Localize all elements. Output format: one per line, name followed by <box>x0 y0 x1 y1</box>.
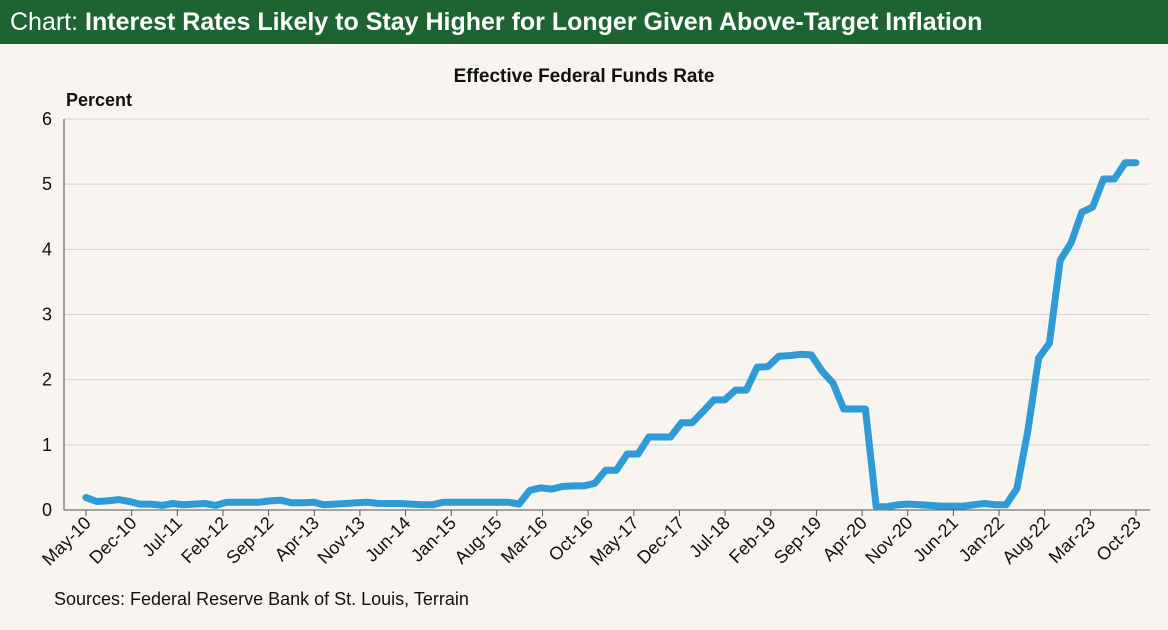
x-tick-label: Aug-15 <box>451 513 506 568</box>
chart-header: Chart: Interest Rates Likely to Stay Hig… <box>0 0 1168 44</box>
x-tick-label: Mar-16 <box>497 513 551 567</box>
x-tick-label: Jun-14 <box>361 513 414 566</box>
x-tick-label: Dec-10 <box>85 513 140 568</box>
sources-note: Sources: Federal Reserve Bank of St. Lou… <box>54 589 469 609</box>
x-tick-label: Dec-17 <box>633 513 688 568</box>
x-tick-label: Jan-22 <box>955 513 1008 566</box>
chart-title: Effective Federal Funds Rate <box>453 66 715 87</box>
x-tick-label: Feb-12 <box>177 513 231 567</box>
axes <box>63 119 1150 511</box>
header-prefix: Chart: <box>10 7 79 36</box>
x-tick-label: Jun-21 <box>909 513 962 566</box>
series-line-effective-ffr <box>82 159 1140 511</box>
y-tick-label: 4 <box>42 239 52 259</box>
x-tick-label: Mar-23 <box>1045 513 1099 567</box>
x-tick-label: Sep-12 <box>222 513 277 568</box>
x-tick-label: Feb-19 <box>725 513 779 567</box>
y-tick-label: 1 <box>42 435 52 455</box>
y-tick-label: 5 <box>42 174 52 194</box>
x-tick-label: Jan-15 <box>407 513 460 566</box>
x-tick-label: Apr-20 <box>819 513 871 565</box>
x-tick-label: Oct-23 <box>1092 513 1144 565</box>
x-tick-label: Aug-22 <box>998 513 1053 568</box>
x-tick-label: May-10 <box>38 513 95 570</box>
y-axis-label: Percent <box>66 90 133 110</box>
x-tick-label: Nov-13 <box>314 513 369 568</box>
x-tick-label: Apr-13 <box>271 513 323 565</box>
x-tick-label: May-17 <box>586 513 643 570</box>
y-axis-ticks: 0 1 2 3 4 5 6 <box>42 109 52 520</box>
y-tick-label: 2 <box>42 370 52 390</box>
y-tick-label: 0 <box>42 500 52 520</box>
y-tick-label: 6 <box>42 109 52 129</box>
x-tick-label: Nov-20 <box>861 513 916 568</box>
header-title: Interest Rates Likely to Stay Higher for… <box>85 7 983 36</box>
x-tick-label: Sep-19 <box>770 513 825 568</box>
y-tick-label: 3 <box>42 305 52 325</box>
grid-lines <box>64 118 1150 446</box>
x-axis-ticks: May-10Dec-10Jul-11Feb-12Sep-12Apr-13Nov-… <box>38 510 1145 569</box>
